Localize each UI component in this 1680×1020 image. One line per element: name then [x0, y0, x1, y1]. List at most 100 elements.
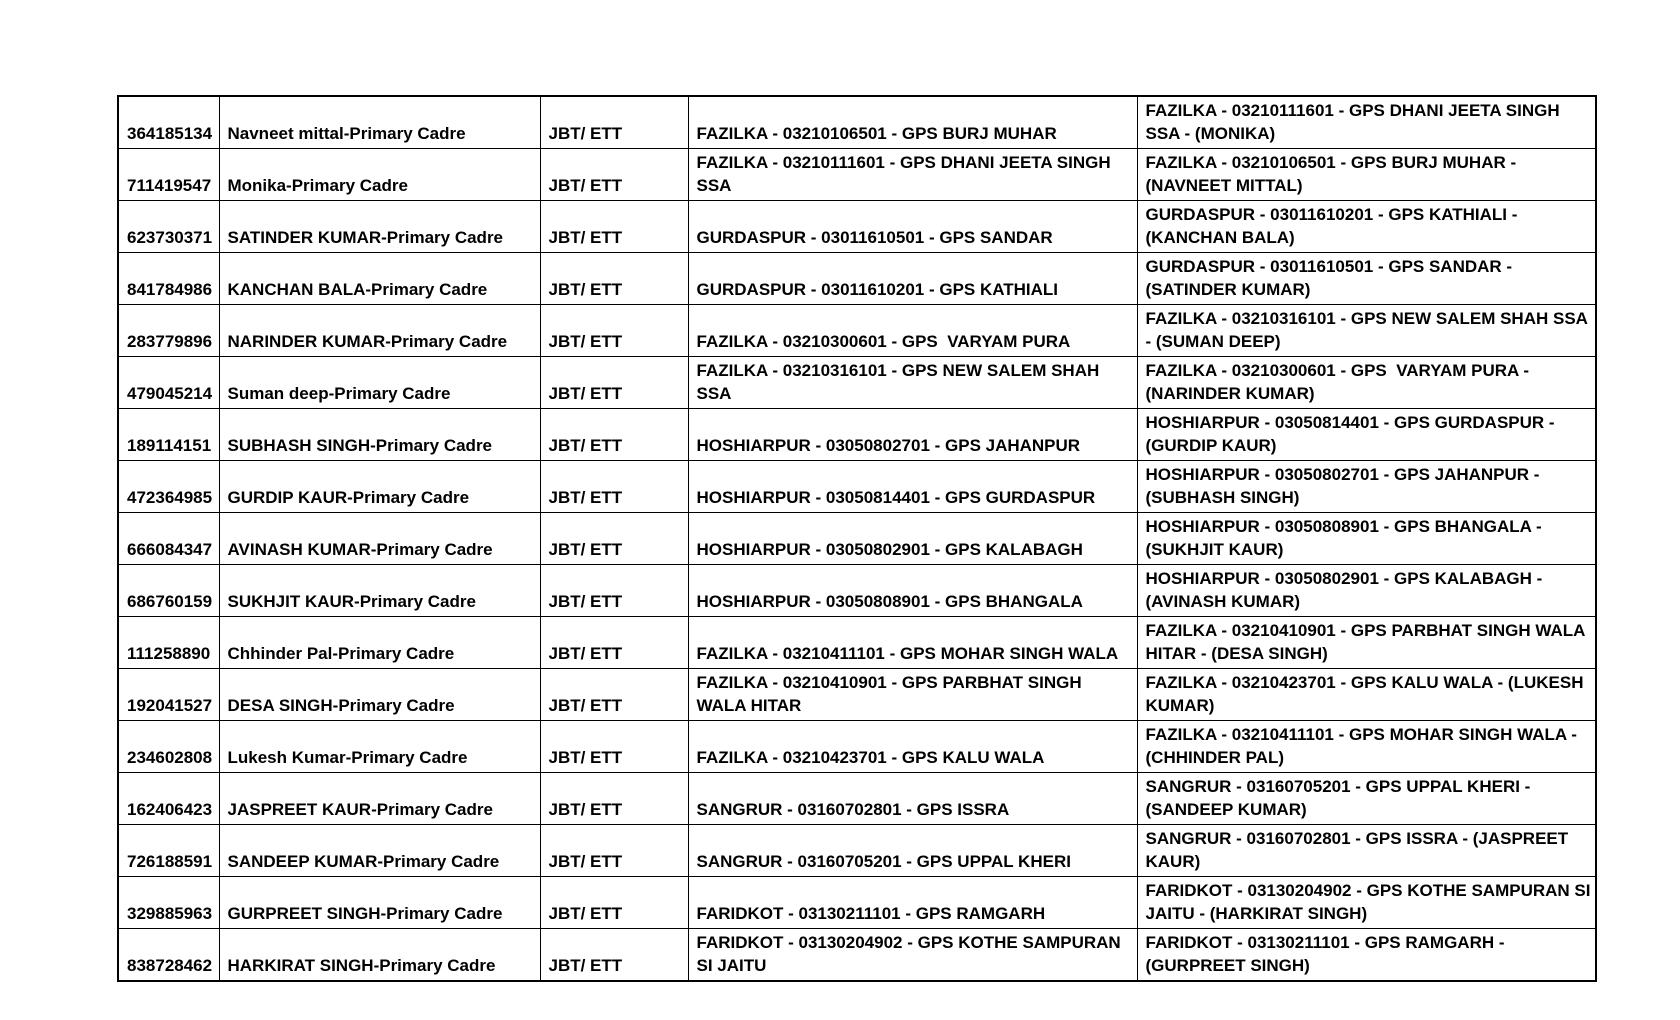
teacher-id-cell: 711419547 [117, 148, 220, 201]
teacher-name-cell: Monika-Primary Cadre [218, 148, 541, 201]
qualification-cell: JBT/ ETT [539, 564, 689, 617]
to-school-cell: HOSHIARPUR - 03050814401 - GPS GURDASPUR… [1136, 408, 1597, 461]
qualification-cell: JBT/ ETT [539, 356, 689, 409]
to-school-cell: SANGRUR - 03160705201 - GPS UPPAL KHERI … [1136, 772, 1597, 825]
teacher-id-cell: 329885963 [117, 876, 220, 929]
qualification-cell: JBT/ ETT [539, 668, 689, 721]
from-school-cell: FAZILKA - 03210111601 - GPS DHANI JEETA … [687, 148, 1138, 201]
from-school-cell: HOSHIARPUR - 03050802701 - GPS JAHANPUR [687, 408, 1138, 461]
from-school-cell: FAZILKA - 03210316101 - GPS NEW SALEM SH… [687, 356, 1138, 409]
teacher-name-cell: HARKIRAT SINGH-Primary Cadre [218, 928, 541, 982]
teacher-name-cell: SATINDER KUMAR-Primary Cadre [218, 200, 541, 253]
to-school-cell: FAZILKA - 03210300601 - GPS VARYAM PURA … [1136, 356, 1597, 409]
teacher-name-cell: Navneet mittal-Primary Cadre [218, 95, 541, 149]
teacher-id-cell: 162406423 [117, 772, 220, 825]
table-row: 479045214 Suman deep-Primary Cadre JBT/ ET… [117, 356, 1597, 409]
to-school-cell: FAZILKA - 03210111601 - GPS DHANI JEETA … [1136, 95, 1597, 149]
table-row: 623730371 SATINDER KUMAR-Primary Cadre JBT… [117, 200, 1597, 253]
qualification-cell: JBT/ ETT [539, 720, 689, 773]
teacher-id-cell: 283779896 [117, 304, 220, 357]
qualification-cell: JBT/ ETT [539, 95, 689, 149]
from-school-cell: FARIDKOT - 03130204902 - GPS KOTHE SAMPU… [687, 928, 1138, 982]
teacher-id-cell: 686760159 [117, 564, 220, 617]
to-school-cell: FARIDKOT - 03130211101 - GPS RAMGARH - (… [1136, 928, 1597, 982]
teacher-name-cell: Chhinder Pal-Primary Cadre [218, 616, 541, 669]
qualification-cell: JBT/ ETT [539, 460, 689, 513]
from-school-cell: SANGRUR - 03160702801 - GPS ISSRA [687, 772, 1138, 825]
table-row: 111258890 Chhinder Pal-Primary Cadre JBT/ … [117, 616, 1597, 669]
teacher-name-cell: DESA SINGH-Primary Cadre [218, 668, 541, 721]
to-school-cell: FAZILKA - 03210316101 - GPS NEW SALEM SH… [1136, 304, 1597, 357]
teacher-name-cell: Lukesh Kumar-Primary Cadre [218, 720, 541, 773]
table-row: 838728462 HARKIRAT SINGH-Primary Cadre JBT… [117, 928, 1597, 982]
to-school-cell: GURDASPUR - 03011610201 - GPS KATHIALI -… [1136, 200, 1597, 253]
teacher-name-cell: Suman deep-Primary Cadre [218, 356, 541, 409]
from-school-cell: FAZILKA - 03210411101 - GPS MOHAR SINGH … [687, 616, 1138, 669]
teacher-id-cell: 364185134 [117, 95, 220, 149]
table-row: 234602808 Lukesh Kumar-Primary Cadre JBT/ … [117, 720, 1597, 773]
teacher-id-cell: 234602808 [117, 720, 220, 773]
table-row: 364185134 Navneet mittal-Primary Cadre JBT… [117, 95, 1597, 149]
teacher-id-cell: 838728462 [117, 928, 220, 982]
table-row: 666084347 AVINASH KUMAR-Primary Cadre JBT/… [117, 512, 1597, 565]
qualification-cell: JBT/ ETT [539, 148, 689, 201]
to-school-cell: HOSHIARPUR - 03050808901 - GPS BHANGALA … [1136, 512, 1597, 565]
from-school-cell: FARIDKOT - 03130211101 - GPS RAMGARH [687, 876, 1138, 929]
qualification-cell: JBT/ ETT [539, 928, 689, 982]
teacher-id-cell: 841784986 [117, 252, 220, 305]
from-school-cell: HOSHIARPUR - 03050802901 - GPS KALABAGH [687, 512, 1138, 565]
teacher-name-cell: SANDEEP KUMAR-Primary Cadre [218, 824, 541, 877]
table-row: 686760159 SUKHJIT KAUR-Primary Cadre JBT/ … [117, 564, 1597, 617]
table-row: 189114151 SUBHASH SINGH-Primary Cadre JBT/… [117, 408, 1597, 461]
teacher-id-cell: 666084347 [117, 512, 220, 565]
to-school-cell: FAZILKA - 03210106501 - GPS BURJ MUHAR -… [1136, 148, 1597, 201]
to-school-cell: SANGRUR - 03160702801 - GPS ISSRA - (JAS… [1136, 824, 1597, 877]
teacher-name-cell: KANCHAN BALA-Primary Cadre [218, 252, 541, 305]
table-row: 726188591 SANDEEP KUMAR-Primary Cadre JBT/… [117, 824, 1597, 877]
teacher-id-cell: 623730371 [117, 200, 220, 253]
table-row: 329885963 GURPREET SINGH-Primary Cadre JBT… [117, 876, 1597, 929]
from-school-cell: GURDASPUR - 03011610501 - GPS SANDAR [687, 200, 1138, 253]
table-body: 364185134 Navneet mittal-Primary Cadre JBT… [117, 95, 1597, 982]
table-row: 162406423 JASPREET KAUR-Primary Cadre JBT/… [117, 772, 1597, 825]
teacher-name-cell: GURDIP KAUR-Primary Cadre [218, 460, 541, 513]
teacher-id-cell: 479045214 [117, 356, 220, 409]
table-row: 841784986 KANCHAN BALA-Primary Cadre JBT/ … [117, 252, 1597, 305]
teacher-transfer-table: 364185134 Navneet mittal-Primary Cadre JBT… [117, 95, 1597, 982]
from-school-cell: HOSHIARPUR - 03050814401 - GPS GURDASPUR [687, 460, 1138, 513]
teacher-id-cell: 111258890 [117, 616, 220, 669]
teacher-name-cell: SUKHJIT KAUR-Primary Cadre [218, 564, 541, 617]
to-school-cell: FAZILKA - 03210411101 - GPS MOHAR SINGH … [1136, 720, 1597, 773]
qualification-cell: JBT/ ETT [539, 304, 689, 357]
qualification-cell: JBT/ ETT [539, 824, 689, 877]
from-school-cell: FAZILKA - 03210423701 - GPS KALU WALA [687, 720, 1138, 773]
qualification-cell: JBT/ ETT [539, 512, 689, 565]
table-row: 192041527 DESA SINGH-Primary Cadre JBT/ ET… [117, 668, 1597, 721]
qualification-cell: JBT/ ETT [539, 876, 689, 929]
from-school-cell: HOSHIARPUR - 03050808901 - GPS BHANGALA [687, 564, 1138, 617]
from-school-cell: FAZILKA - 03210106501 - GPS BURJ MUHAR [687, 95, 1138, 149]
teacher-name-cell: JASPREET KAUR-Primary Cadre [218, 772, 541, 825]
table-row: 711419547 Monika-Primary Cadre JBT/ ETT FAZ… [117, 148, 1597, 201]
to-school-cell: HOSHIARPUR - 03050802901 - GPS KALABAGH … [1136, 564, 1597, 617]
teacher-id-cell: 189114151 [117, 408, 220, 461]
teacher-id-cell: 726188591 [117, 824, 220, 877]
to-school-cell: FARIDKOT - 03130204902 - GPS KOTHE SAMPU… [1136, 876, 1597, 929]
teacher-id-cell: 472364985 [117, 460, 220, 513]
teacher-name-cell: AVINASH KUMAR-Primary Cadre [218, 512, 541, 565]
table-row: 472364985 GURDIP KAUR-Primary Cadre JBT/ E… [117, 460, 1597, 513]
from-school-cell: FAZILKA - 03210300601 - GPS VARYAM PURA [687, 304, 1138, 357]
qualification-cell: JBT/ ETT [539, 252, 689, 305]
from-school-cell: FAZILKA - 03210410901 - GPS PARBHAT SING… [687, 668, 1138, 721]
table-row: 283779896 NARINDER KUMAR-Primary Cadre JBT… [117, 304, 1597, 357]
qualification-cell: JBT/ ETT [539, 772, 689, 825]
qualification-cell: JBT/ ETT [539, 200, 689, 253]
teacher-name-cell: SUBHASH SINGH-Primary Cadre [218, 408, 541, 461]
teacher-name-cell: GURPREET SINGH-Primary Cadre [218, 876, 541, 929]
to-school-cell: FAZILKA - 03210410901 - GPS PARBHAT SING… [1136, 616, 1597, 669]
from-school-cell: SANGRUR - 03160705201 - GPS UPPAL KHERI [687, 824, 1138, 877]
qualification-cell: JBT/ ETT [539, 408, 689, 461]
to-school-cell: FAZILKA - 03210423701 - GPS KALU WALA - … [1136, 668, 1597, 721]
to-school-cell: HOSHIARPUR - 03050802701 - GPS JAHANPUR … [1136, 460, 1597, 513]
